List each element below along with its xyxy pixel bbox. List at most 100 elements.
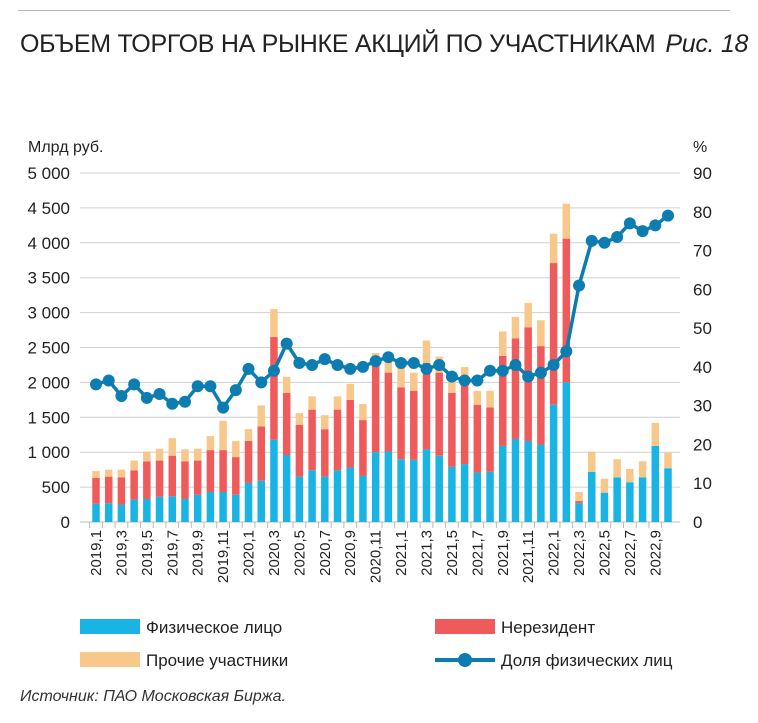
- line-point: [90, 378, 102, 391]
- bar-physical: [155, 496, 164, 522]
- y2-tick-label: 50: [693, 319, 712, 338]
- legend-marker: [458, 653, 472, 667]
- bar-nonresident: [270, 337, 278, 440]
- bar-other: [448, 382, 456, 393]
- x-tick-label: 2021,3: [418, 530, 435, 576]
- bar-nonresident: [282, 392, 291, 455]
- bar-other: [664, 452, 672, 469]
- bar-other: [524, 302, 532, 328]
- bar-physical: [511, 438, 520, 522]
- bar-other: [333, 396, 342, 410]
- line-point: [636, 225, 649, 238]
- bar-nonresident: [92, 478, 100, 504]
- y2-tick-label: 40: [693, 358, 712, 377]
- x-tick-label: 2022,3: [571, 530, 588, 576]
- bar-nonresident: [448, 392, 456, 467]
- bar-nonresident: [244, 441, 253, 483]
- bar-nonresident: [219, 450, 227, 492]
- bar-nonresident: [511, 338, 520, 439]
- y-tick-label: 3 500: [27, 269, 70, 288]
- bar-nonresident: [308, 409, 316, 471]
- line-point: [445, 370, 458, 383]
- line-point: [267, 364, 280, 377]
- x-tick-label: 2021,1: [393, 530, 410, 576]
- bar-other: [511, 316, 520, 339]
- bar-nonresident: [155, 460, 164, 497]
- bar-nonresident: [333, 409, 342, 471]
- bar-other: [244, 429, 253, 442]
- legend-label: Физическое лицо: [146, 618, 282, 637]
- bar-other: [626, 468, 634, 483]
- x-tick-label: 2020,1: [241, 530, 258, 576]
- bar-physical: [232, 494, 240, 522]
- bar-nonresident: [295, 424, 304, 477]
- x-tick-label: 2021,9: [495, 530, 512, 576]
- x-tick-label: 2022,7: [622, 530, 639, 576]
- bar-physical: [346, 467, 354, 522]
- bar-physical: [587, 471, 596, 522]
- bar-nonresident: [193, 460, 202, 495]
- bar-other: [257, 405, 265, 427]
- line-point: [242, 362, 255, 375]
- bar-physical: [473, 472, 482, 522]
- y2-tick-label: 80: [693, 203, 712, 222]
- bar-nonresident: [206, 450, 215, 492]
- bar-other: [117, 469, 126, 478]
- line-point: [420, 362, 433, 375]
- x-tick-label: 2021,5: [444, 530, 461, 576]
- bar-other: [638, 461, 647, 478]
- line-point: [382, 351, 395, 364]
- bar-other: [460, 367, 469, 380]
- bar-physical: [181, 498, 189, 522]
- bar-physical: [600, 492, 609, 522]
- line-point: [306, 358, 319, 371]
- bar-other: [155, 448, 164, 461]
- bar-nonresident: [410, 390, 418, 460]
- line-point: [496, 364, 509, 377]
- y2-tick-label: 90: [693, 164, 712, 183]
- y2-tick-label: 10: [693, 474, 712, 493]
- line-point: [102, 374, 115, 387]
- bar-other: [575, 491, 583, 502]
- y-tick-label: 4 000: [27, 234, 70, 253]
- line-point: [560, 345, 573, 358]
- bar-nonresident: [422, 362, 431, 450]
- x-tick-label: 2021,7: [469, 530, 486, 576]
- bar-physical: [92, 503, 100, 522]
- bar-other: [130, 460, 138, 471]
- bar-nonresident: [562, 238, 571, 383]
- bar-other: [219, 420, 227, 451]
- x-tick-label: 2019,5: [139, 530, 156, 576]
- x-tick-label: 2020,11: [368, 530, 385, 583]
- bar-nonresident: [486, 407, 494, 472]
- bar-physical: [104, 503, 113, 522]
- y2-tick-label: 0: [693, 513, 702, 532]
- bar-other: [562, 203, 571, 239]
- y-tick-label: 3 000: [27, 304, 70, 323]
- bar-nonresident: [499, 355, 507, 446]
- bar-physical: [270, 439, 278, 522]
- bar-physical: [295, 476, 304, 522]
- bar-nonresident: [104, 476, 113, 504]
- bar-other: [473, 390, 482, 405]
- bar-nonresident: [575, 501, 583, 504]
- bar-nonresident: [321, 429, 329, 477]
- line-point: [166, 397, 179, 410]
- bar-physical: [626, 482, 634, 522]
- bar-physical: [664, 468, 672, 522]
- bar-other: [270, 309, 278, 338]
- line-point: [178, 395, 191, 408]
- bar-nonresident: [168, 455, 177, 497]
- bar-other: [410, 372, 418, 391]
- bar-other: [549, 233, 558, 264]
- bar-nonresident: [359, 420, 367, 476]
- line-point: [395, 357, 408, 370]
- line-point: [623, 217, 636, 230]
- x-tick-label: 2022,5: [596, 530, 613, 576]
- line-point: [509, 358, 522, 371]
- line-point: [217, 401, 230, 414]
- legend-swatch: [435, 619, 495, 634]
- line-point: [229, 384, 242, 397]
- bar-nonresident: [257, 426, 265, 481]
